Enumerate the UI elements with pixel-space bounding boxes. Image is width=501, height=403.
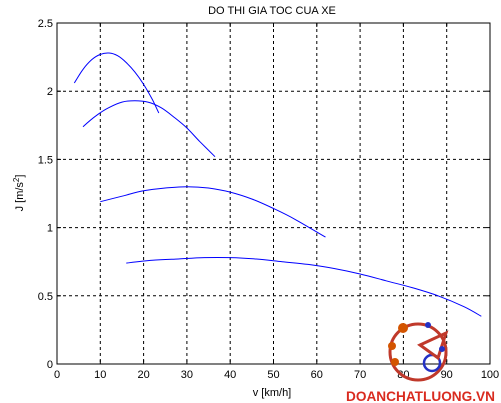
y-axis-label: J [m/s2]	[12, 175, 27, 212]
y-axis-label-end: ]	[14, 175, 26, 178]
logo-dot	[388, 342, 396, 350]
y-axis-label-sup: 2	[12, 177, 21, 182]
chart-title: DO THI GIA TOC CUA XE	[208, 5, 336, 17]
series-line-gear-1	[73, 52, 160, 114]
x-tick-label: 20	[137, 369, 149, 381]
x-tick-label: 70	[354, 369, 366, 381]
watermark-text: DOANCHATLUONG.VN	[346, 388, 495, 403]
series-line-gear-3	[100, 186, 326, 238]
y-tick-label: 2	[47, 86, 53, 98]
y-tick-label: 1.5	[38, 154, 53, 166]
y-tick-label: 0	[47, 359, 53, 371]
x-tick-label: 50	[267, 369, 279, 381]
x-tick-label: 100	[481, 369, 499, 381]
logo-dot	[439, 346, 445, 352]
x-tick-label: 60	[311, 369, 323, 381]
x-tick-label: 30	[181, 369, 193, 381]
x-tick-label: 0	[54, 369, 60, 381]
x-tick-label: 10	[94, 369, 106, 381]
logo-ring	[388, 322, 448, 382]
y-tick-label: 0.5	[38, 291, 53, 303]
grid-lines	[57, 23, 490, 364]
y-tick-label: 1	[47, 223, 53, 235]
series-line-gear-4	[126, 256, 482, 317]
watermark-logo	[388, 322, 449, 382]
logo-arrow	[417, 330, 449, 361]
y-tick-label: 2.5	[38, 18, 53, 30]
x-tick-label: 40	[224, 369, 236, 381]
x-axis-label: v [km/h]	[253, 387, 292, 399]
series-line-gear-2	[82, 100, 216, 158]
logo-dot	[391, 358, 399, 366]
logo-dot	[398, 323, 408, 333]
y-axis-label-main: J [m/s	[14, 182, 26, 212]
data-series	[73, 52, 482, 317]
x-tick-label: 90	[441, 369, 453, 381]
logo-dot	[425, 322, 431, 328]
